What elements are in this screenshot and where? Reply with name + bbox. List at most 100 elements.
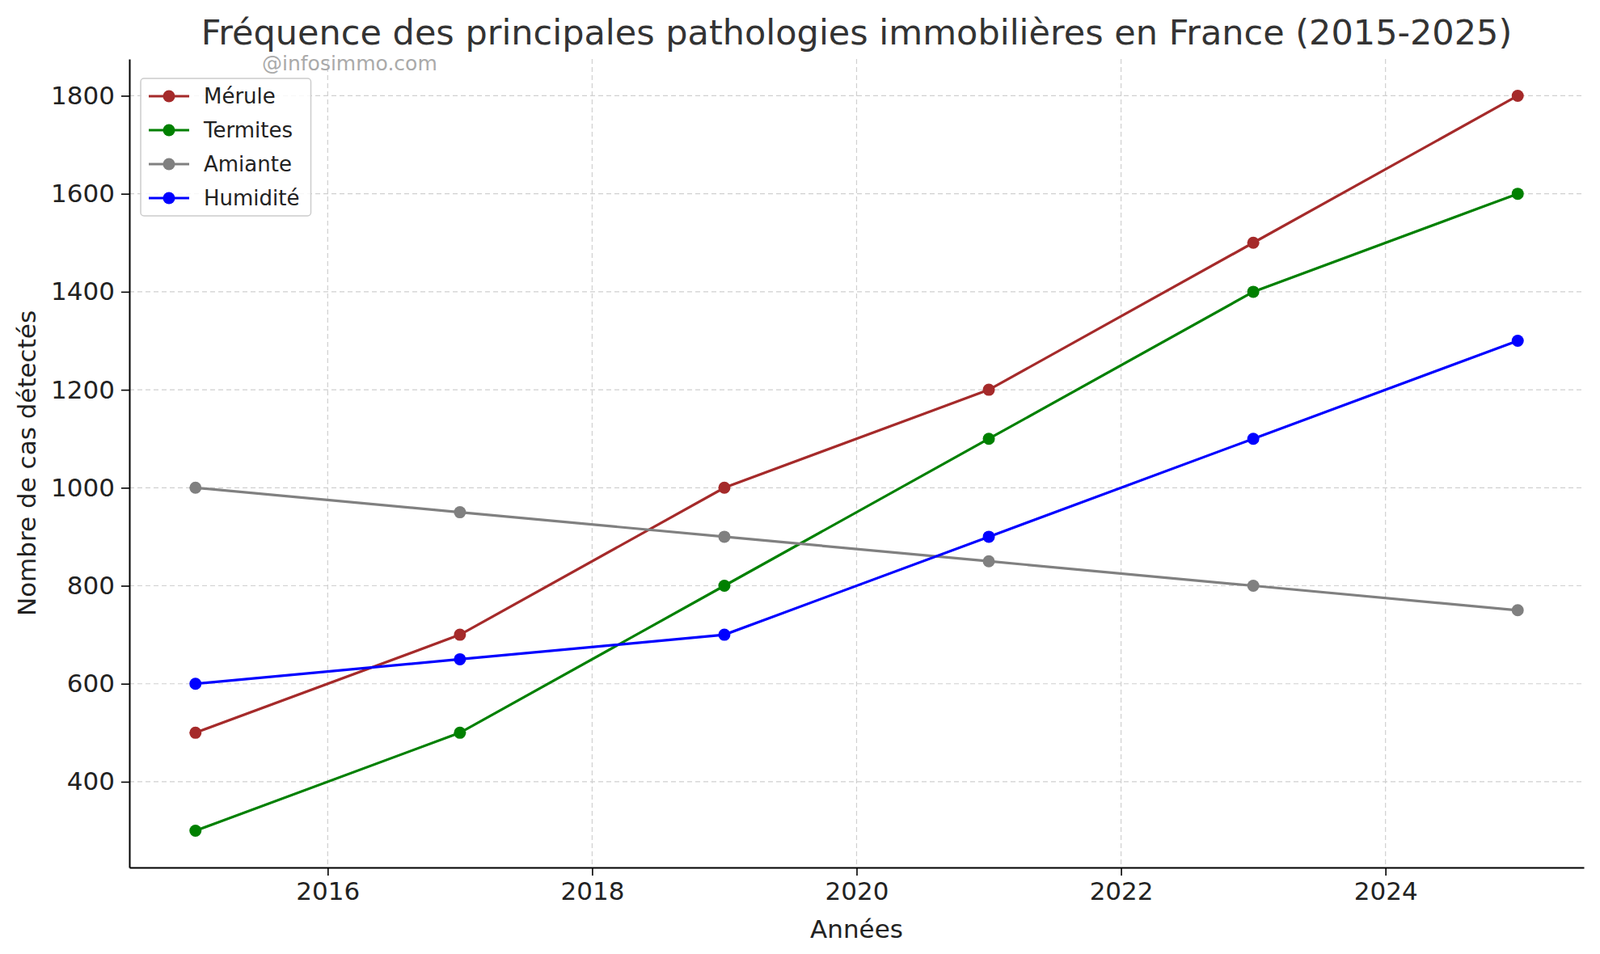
grid-line (129, 291, 1584, 292)
series-line (195, 340, 1518, 684)
legend-item: Amiante (148, 151, 292, 177)
tick-label: 2024 (1354, 876, 1419, 906)
x-axis: 2016 2018 2020 2022 2024 (130, 867, 1585, 906)
tick: 2022 (1089, 867, 1154, 906)
grid-line (1384, 59, 1386, 868)
x-axis-title: Années (810, 914, 904, 944)
tick-label: 2020 (825, 876, 890, 906)
legend-item: Humidité (148, 185, 300, 211)
tick: 1600 (50, 178, 130, 208)
tick-label: 1000 (50, 472, 115, 503)
tick-label: 2016 (295, 876, 360, 906)
title: Fréquence des principales pathologies im… (201, 12, 1512, 53)
axis-line (129, 59, 131, 869)
series-line (195, 487, 1518, 611)
tick: 2018 (560, 867, 625, 906)
marker (453, 653, 466, 666)
marker (189, 677, 202, 690)
marker (1511, 603, 1525, 617)
grid-line (129, 193, 1584, 195)
plot-area: 2016 2018 2020 2022 2024 400 600 800 1000 1200 140… (50, 59, 1584, 906)
legend-swatch (163, 124, 176, 137)
grid-line (1120, 59, 1122, 868)
tick-mark (121, 781, 130, 784)
marker (983, 384, 996, 397)
chart: Fréquence des principales pathologies im… (0, 0, 1600, 954)
legend-label: Termites (202, 118, 293, 143)
tick: 600 (67, 668, 130, 698)
watermark: @infosimmo.com (261, 51, 438, 76)
marker (717, 481, 731, 494)
grid (129, 59, 1584, 868)
tick: 400 (67, 766, 130, 796)
marker (1247, 432, 1260, 445)
marker (983, 530, 996, 543)
marker (983, 555, 996, 568)
tick-label: 1400 (50, 276, 115, 306)
series (189, 89, 1524, 739)
tick-mark (121, 291, 130, 294)
legend-label: Mérule (203, 84, 276, 109)
legend-swatch (163, 158, 176, 171)
tick-mark (121, 585, 130, 587)
tick-label: 2022 (1089, 876, 1154, 906)
grid-line (129, 95, 1584, 97)
legend-label: Humidité (203, 185, 300, 211)
tick-mark (1384, 867, 1387, 876)
legend-box (140, 78, 312, 216)
marker (1247, 236, 1260, 250)
tick-mark (327, 867, 330, 876)
tick-label: 2018 (560, 876, 625, 906)
grid-line (129, 683, 1584, 684)
tick-label: 800 (67, 570, 115, 600)
grid-line (327, 59, 329, 868)
tick-mark (121, 683, 130, 685)
tick-mark (121, 95, 130, 98)
marker (189, 481, 202, 494)
marker (1511, 89, 1525, 102)
legend-label: Amiante (203, 151, 292, 177)
tick-label: 1200 (50, 375, 115, 405)
series (189, 481, 1524, 617)
marker (1511, 187, 1525, 200)
tick-mark (591, 867, 594, 876)
y-axis: 400 600 800 1000 1200 1400 1600 1800 (50, 59, 130, 869)
tick: 800 (67, 570, 130, 600)
tick-mark (1120, 867, 1123, 876)
tick: 2016 (295, 867, 360, 906)
legend-swatch (163, 192, 176, 205)
tick-mark (121, 487, 130, 490)
marker (983, 432, 996, 445)
series-group (189, 89, 1524, 837)
grid-line (129, 487, 1584, 489)
marker (453, 726, 466, 739)
marker (717, 530, 731, 543)
tick-label: 600 (67, 668, 115, 698)
y-axis-title: Nombre de cas détectés (12, 310, 42, 617)
series (189, 187, 1524, 837)
grid-line (856, 59, 857, 868)
legend-item: Termites (148, 118, 293, 143)
grid-line (129, 781, 1584, 782)
tick-label: 1600 (50, 178, 115, 208)
tick-mark (121, 193, 130, 195)
series-line (195, 194, 1518, 832)
legend-item: Mérule (148, 84, 276, 109)
legend-swatch (163, 90, 176, 103)
tick-label: 400 (67, 766, 115, 796)
marker (717, 579, 731, 592)
marker (1511, 334, 1525, 347)
grid-line (591, 59, 593, 868)
marker (1247, 285, 1260, 298)
marker (1247, 579, 1260, 592)
tick: 1400 (50, 276, 130, 306)
tick: 2024 (1354, 867, 1419, 906)
series (189, 334, 1524, 690)
tick-mark (856, 867, 858, 876)
marker (189, 726, 202, 739)
tick: 2020 (825, 867, 890, 906)
tick: 1800 (50, 80, 130, 110)
marker (189, 824, 202, 837)
legend: Mérule Termites Amiante Humidité (140, 78, 312, 216)
marker (717, 629, 731, 642)
